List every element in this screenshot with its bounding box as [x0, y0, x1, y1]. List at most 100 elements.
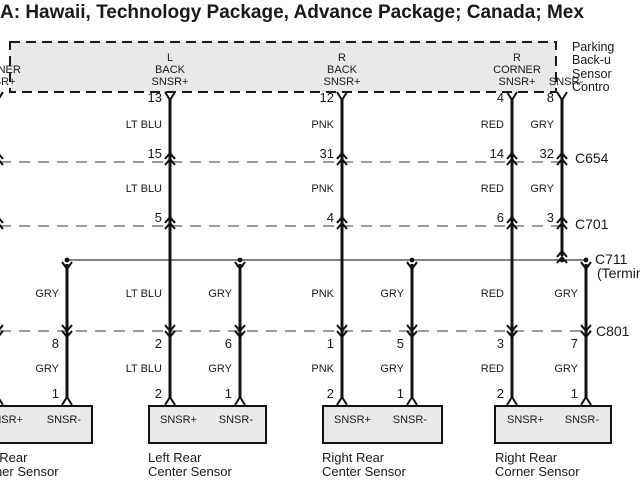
sensor-box-left-rear-center: SNSR+ SNSR-: [148, 405, 267, 444]
sensor-caption-line: Corner Sensor: [0, 463, 59, 479]
pin-c801-b: 2: [154, 336, 162, 351]
sensor-caption-s2: Left Rear Center Sensor: [148, 451, 232, 478]
wire-color-label: RED: [480, 288, 504, 300]
sensor-terminal-plus: SNSR+: [0, 414, 23, 426]
wire-color-label: LT BLU: [125, 119, 162, 131]
sensor-box-right-rear-corner: SNSR+ SNSR-: [494, 405, 612, 444]
wire-color-label: PNK: [311, 119, 334, 131]
sensor-terminal-plus: SNSR+: [334, 414, 371, 426]
control-unit-name-line: Parking: [572, 40, 615, 54]
sensor-connector-symbols: [0, 396, 592, 406]
sensor-caption-line: Right Rear: [322, 450, 385, 465]
pin-sensor-s3-minus: 1: [396, 386, 404, 401]
terminal-label-line: CORNER: [493, 64, 541, 76]
wire-color-label: RED: [480, 363, 504, 375]
terminal-label-line: R: [513, 52, 521, 64]
wire-color-label: PNK: [311, 363, 334, 375]
connector-label-c801: C801: [596, 323, 630, 339]
pin-unit-r-back: 12: [319, 90, 334, 105]
pin-sensor-s1-minus: 1: [51, 386, 59, 401]
pin-c801-c: 1: [326, 336, 334, 351]
sensor-caption-s1: Left Rear Corner Sensor: [0, 451, 59, 478]
terminal-label-line: BACK: [327, 64, 357, 76]
control-unit-name: Parking Back-u Sensor Contro: [572, 40, 615, 95]
connector-label-c701: C701: [575, 216, 609, 232]
connector-arrows-c801: [0, 324, 592, 339]
wire-color-label: LT BLU: [125, 183, 162, 195]
pin-c654-b: 15: [147, 146, 162, 161]
junction-dot: [237, 257, 243, 263]
wire-color-label: GRY: [530, 183, 554, 195]
sensor-terminal-minus: SNSR-: [392, 414, 427, 426]
control-unit-name-line: Back-u: [572, 53, 611, 68]
pin-unit-snsr-minus: 8: [546, 90, 554, 105]
connector-note-c711: (Termina: [597, 265, 640, 281]
junction-dot: [409, 257, 415, 263]
sensor-caption-line: Center Sensor: [322, 463, 406, 479]
terminal-label-line: SNSR+: [323, 76, 361, 88]
sensor-box-left-rear-corner: SNSR+ SNSR-: [0, 405, 93, 444]
wire-color-label: GRY: [554, 363, 578, 375]
sensor-caption-s3: Right Rear Center Sensor: [322, 451, 406, 478]
pin-unit-r-corner: 4: [496, 90, 504, 105]
connector-label-c654: C654: [575, 150, 609, 166]
connector-arrows-c701: [0, 215, 568, 230]
control-unit-connector-symbols: [0, 91, 568, 101]
wire-color-label: LT BLU: [125, 363, 162, 375]
terminal-label-line: SNSR-: [548, 76, 584, 88]
diagram-title: A: Hawaii, Technology Package, Advance P…: [0, 2, 584, 23]
pin-c654-c: 31: [319, 146, 334, 161]
wire-color-label: GRY: [35, 363, 59, 375]
pin-c801-g: 6: [224, 336, 232, 351]
terminal-snsr-minus: SNSR-: [521, 76, 611, 88]
pin-c701-c: 4: [326, 210, 334, 225]
pin-sensor-s2-plus: 2: [154, 386, 162, 401]
pin-c701-b: 5: [154, 210, 162, 225]
sensor-terminal-minus: SNSR-: [46, 414, 81, 426]
wire-lines: [65, 98, 588, 399]
pin-c801-h: 5: [396, 336, 404, 351]
terminal-label-line: R: [338, 52, 346, 64]
pin-c654-d: 14: [489, 146, 504, 161]
pin-c801-f: 8: [51, 336, 59, 351]
connector-arrows-c654: [0, 151, 568, 166]
terminal-label-line: SNSR+: [151, 76, 189, 88]
junction-dot: [559, 257, 565, 263]
terminal-r-back-snsr: R BACK SNSR+: [297, 52, 387, 88]
connector-arrows-c711: [61, 249, 592, 271]
terminal-label-line: CORNER: [0, 64, 21, 76]
sensor-caption-line: Corner Sensor: [495, 463, 580, 479]
junction-dot: [583, 257, 589, 263]
sensor-caption-line: Left Rear: [148, 450, 202, 465]
wire-color-label: GRY: [35, 288, 59, 300]
sensor-terminal-minus: SNSR-: [218, 414, 253, 426]
terminal-l-back-snsr: L BACK SNSR+: [125, 52, 215, 88]
junction-dot: [64, 257, 70, 263]
terminal-label-line: L: [166, 52, 174, 64]
control-unit-box: [9, 41, 557, 93]
pin-unit-l-back: 13: [147, 90, 162, 105]
pin-sensor-s4-plus: 2: [496, 386, 504, 401]
wire-color-label: GRY: [554, 288, 578, 300]
wire-color-label: RED: [480, 183, 504, 195]
wire-color-label: GRY: [530, 119, 554, 131]
wire-color-label: RED: [480, 119, 504, 131]
pin-sensor-s4-minus: 1: [570, 386, 578, 401]
sensor-caption-s4: Right Rear Corner Sensor: [495, 451, 580, 478]
pin-c654-e: 32: [539, 146, 554, 161]
sensor-terminal-plus: SNSR+: [507, 414, 544, 426]
wire-color-label: PNK: [311, 183, 334, 195]
terminal-label-line: SNSR+: [0, 76, 16, 88]
pin-sensor-s3-plus: 2: [326, 386, 334, 401]
control-unit-name-line: Contro: [572, 80, 610, 95]
pin-c801-i: 7: [570, 336, 578, 351]
sensor-box-right-rear-center: SNSR+ SNSR-: [322, 405, 443, 444]
sensor-caption-line: Right Rear: [495, 450, 558, 465]
terminal-label-line: L: [0, 52, 42, 64]
wire-color-label: GRY: [208, 363, 232, 375]
terminal-label-line: BACK: [155, 64, 185, 76]
sensor-terminal-plus: SNSR+: [160, 414, 197, 426]
terminal-l-corner-snsr: L CORNER SNSR+: [0, 52, 42, 88]
